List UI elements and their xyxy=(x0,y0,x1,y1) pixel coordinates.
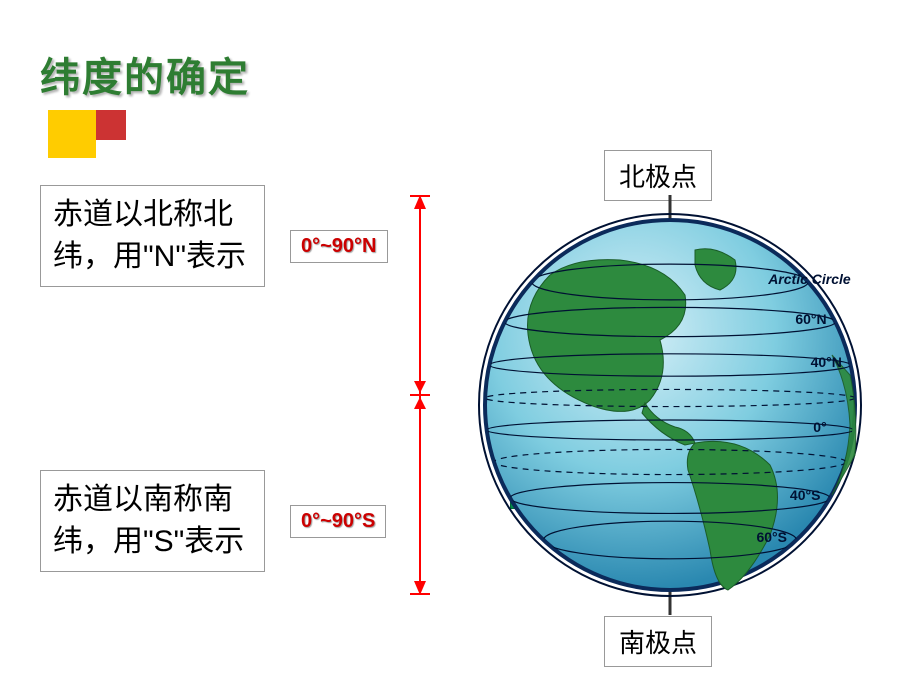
decoration-yellow xyxy=(48,110,96,158)
range-north-text: 0°~90°N xyxy=(301,235,377,257)
north-pole-label: 北极点 xyxy=(604,150,712,201)
latitude-arrow xyxy=(410,195,440,605)
svg-text:60°N: 60°N xyxy=(795,311,826,327)
north-latitude-box: 赤道以北称北纬，用"N"表示 xyxy=(40,185,265,287)
south-latitude-text: 赤道以南称南纬，用"S"表示 xyxy=(53,483,244,558)
svg-text:0°: 0° xyxy=(813,419,826,435)
decoration-red xyxy=(96,110,126,140)
svg-text:60°S: 60°S xyxy=(756,529,787,545)
north-pole-text: 北极点 xyxy=(619,162,697,192)
south-pole-label: 南极点 xyxy=(604,616,712,667)
svg-text:Arctic Circle: Arctic Circle xyxy=(767,271,851,287)
range-south-box: 0°~90°S xyxy=(290,505,386,538)
svg-text:40°N: 40°N xyxy=(811,354,842,370)
globe-diagram: Arctic Circle 60°N 40°N 0° 40°S 60°S xyxy=(460,195,880,615)
north-latitude-text: 赤道以北称北纬，用"N"表示 xyxy=(53,198,246,273)
page-title: 纬度的确定 xyxy=(40,45,250,103)
svg-text:40°S: 40°S xyxy=(790,487,821,503)
range-south-text: 0°~90°S xyxy=(301,510,375,532)
south-pole-text: 南极点 xyxy=(619,628,697,658)
range-north-box: 0°~90°N xyxy=(290,230,388,263)
south-latitude-box: 赤道以南称南纬，用"S"表示 xyxy=(40,470,265,572)
